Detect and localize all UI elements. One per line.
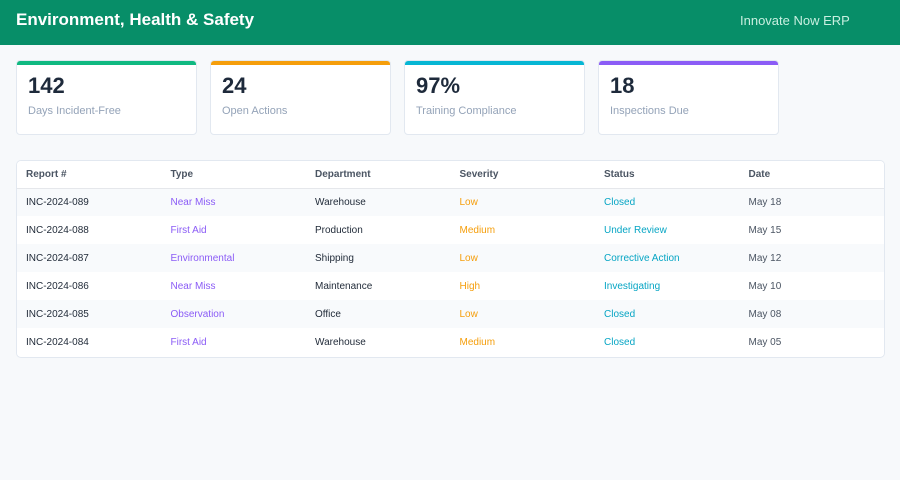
cell-type: First Aid [161, 328, 306, 356]
cell-date: May 18 [739, 188, 884, 216]
stat-card-inspections-due[interactable]: 18 Inspections Due [598, 60, 779, 135]
cell-status: Closed [595, 328, 740, 356]
column-header-status[interactable]: Status [595, 161, 740, 189]
stat-card-training-compliance[interactable]: 97% Training Compliance [404, 60, 585, 135]
cell-report: INC-2024-088 [17, 216, 162, 244]
table-row[interactable]: INC-2024-088 First Aid Production Medium… [17, 216, 884, 244]
column-header-type[interactable]: Type [161, 161, 306, 189]
table-row[interactable]: INC-2024-087 Environmental Shipping Low … [17, 244, 884, 272]
table-row[interactable]: INC-2024-085 Observation Office Low Clos… [17, 300, 884, 328]
cell-severity: Medium [450, 216, 595, 244]
cell-department: Shipping [306, 244, 451, 272]
cell-date: May 15 [739, 216, 884, 244]
cell-severity: High [450, 272, 595, 300]
cell-department: Maintenance [306, 272, 451, 300]
cell-type: First Aid [161, 216, 306, 244]
cell-status: Investigating [595, 272, 740, 300]
table-row[interactable]: INC-2024-089 Near Miss Warehouse Low Clo… [17, 188, 884, 216]
card-accent-bar [17, 61, 196, 65]
stat-label: Open Actions [222, 105, 288, 117]
cell-department: Production [306, 216, 451, 244]
incidents-table: Report # Type Department Severity Status… [17, 161, 884, 356]
app-header: Environment, Health & Safety Innovate No… [0, 0, 900, 45]
cell-type: Near Miss [161, 272, 306, 300]
cell-date: May 10 [739, 272, 884, 300]
cell-department: Office [306, 300, 451, 328]
cell-department: Warehouse [306, 328, 451, 356]
page-title: Environment, Health & Safety [16, 10, 255, 29]
table-header-row: Report # Type Department Severity Status… [17, 161, 884, 189]
stat-value: 18 [610, 73, 635, 98]
cell-severity: Low [450, 300, 595, 328]
cell-date: May 05 [739, 328, 884, 356]
cell-type: Environmental [161, 244, 306, 272]
cell-status: Under Review [595, 216, 740, 244]
cell-type: Near Miss [161, 188, 306, 216]
cell-date: May 12 [739, 244, 884, 272]
cell-status: Closed [595, 300, 740, 328]
brand-name[interactable]: Innovate Now ERP [740, 13, 850, 28]
column-header-department[interactable]: Department [306, 161, 451, 189]
stat-value: 142 [28, 73, 65, 98]
table-row[interactable]: INC-2024-084 First Aid Warehouse Medium … [17, 328, 884, 356]
cell-report: INC-2024-084 [17, 328, 162, 356]
cell-report: INC-2024-087 [17, 244, 162, 272]
cell-report: INC-2024-085 [17, 300, 162, 328]
stat-card-days-incident-free[interactable]: 142 Days Incident-Free [16, 60, 197, 135]
stat-value: 24 [222, 73, 247, 98]
cell-severity: Medium [450, 328, 595, 356]
cell-type: Observation [161, 300, 306, 328]
column-header-date[interactable]: Date [739, 161, 884, 189]
table-row[interactable]: INC-2024-086 Near Miss Maintenance High … [17, 272, 884, 300]
cell-severity: Low [450, 188, 595, 216]
cell-department: Warehouse [306, 188, 451, 216]
card-accent-bar [211, 61, 390, 65]
cell-date: May 08 [739, 300, 884, 328]
cell-report: INC-2024-089 [17, 188, 162, 216]
stat-value: 97% [416, 73, 461, 98]
cell-report: INC-2024-086 [17, 272, 162, 300]
column-header-severity[interactable]: Severity [450, 161, 595, 189]
stat-label: Training Compliance [416, 105, 517, 117]
stat-card-open-actions[interactable]: 24 Open Actions [210, 60, 391, 135]
cell-status: Corrective Action [595, 244, 740, 272]
cell-status: Closed [595, 188, 740, 216]
cell-severity: Low [450, 244, 595, 272]
stat-label: Days Incident-Free [28, 105, 121, 117]
card-accent-bar [599, 61, 778, 65]
stat-label: Inspections Due [610, 105, 689, 117]
incidents-table-panel: Report # Type Department Severity Status… [16, 160, 885, 358]
card-accent-bar [405, 61, 584, 65]
column-header-report[interactable]: Report # [17, 161, 162, 189]
